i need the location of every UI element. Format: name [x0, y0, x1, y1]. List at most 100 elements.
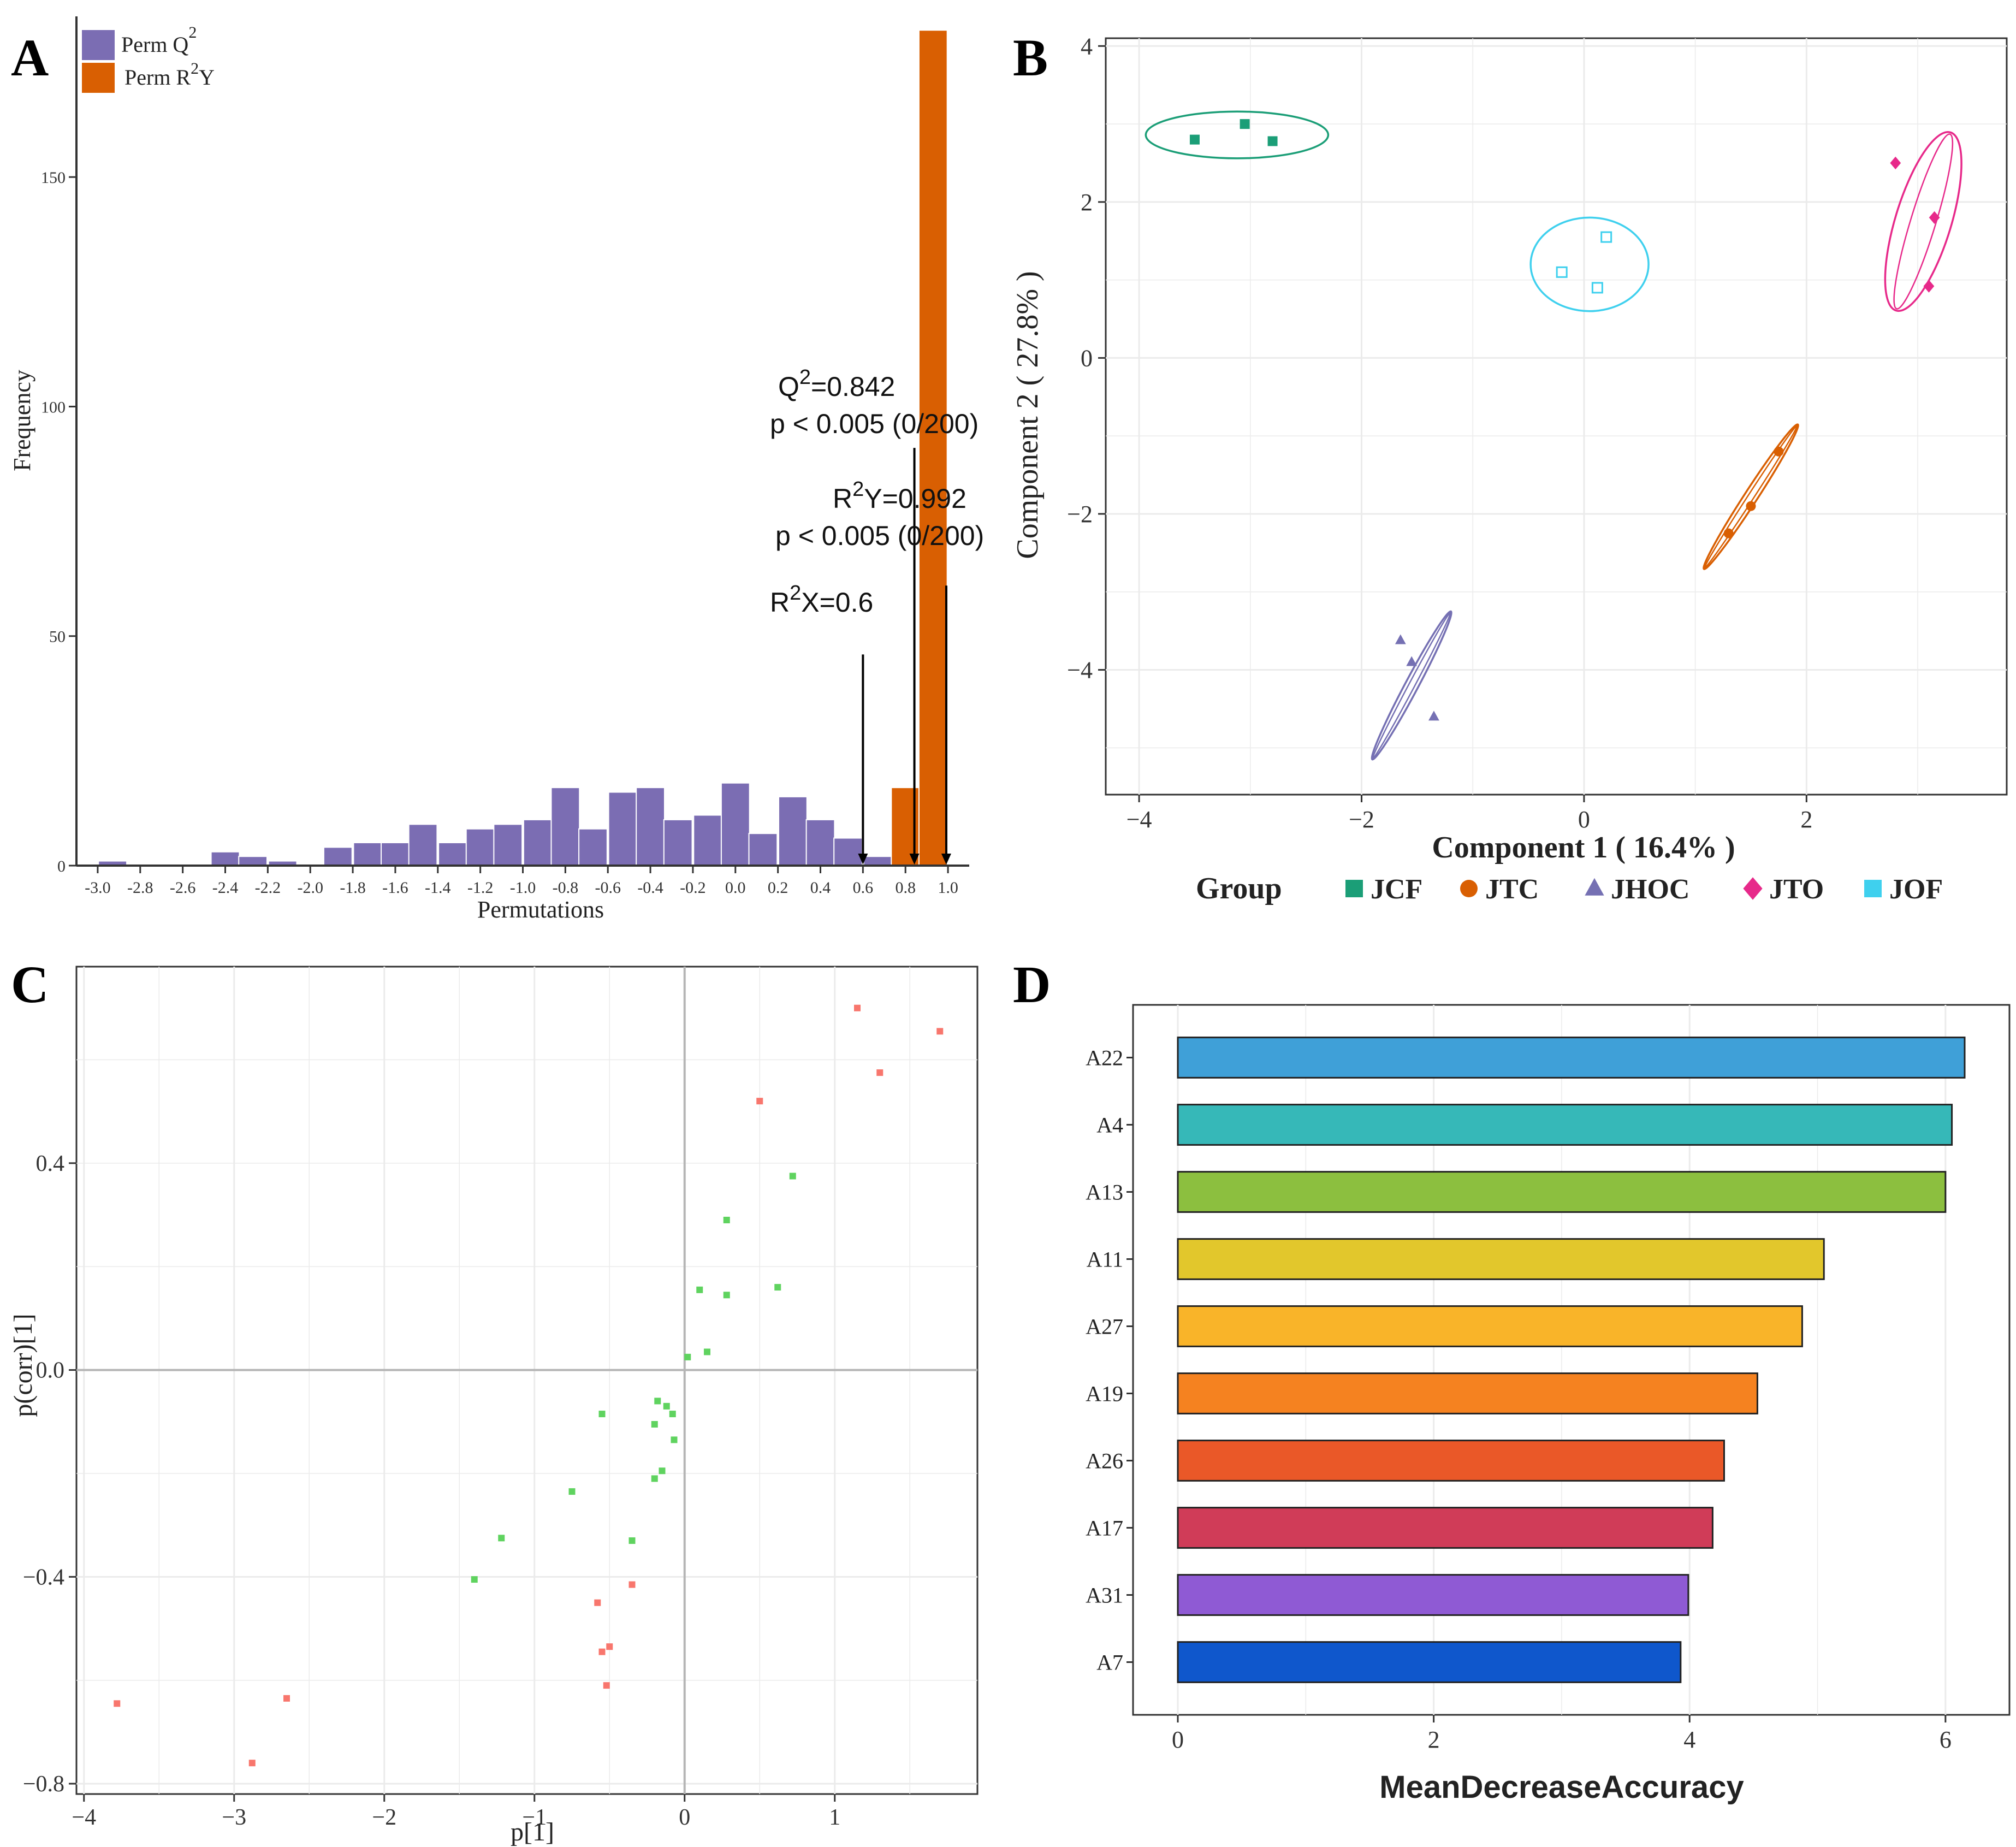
x-tick-label: -2.0: [297, 879, 323, 897]
x-tick-label: 0: [1172, 1726, 1184, 1753]
y-tick-label: 0.4: [36, 1151, 65, 1176]
confidence-ellipse-inner-jhoc: [1372, 612, 1451, 759]
x-tick-label: -2.4: [212, 879, 239, 897]
y-tick-label: −0.4: [23, 1565, 64, 1590]
y-tick-label: 2: [1081, 189, 1093, 216]
panel-b-y-axis-title: Component 2 ( 27.8% ): [1011, 271, 1045, 559]
panel-b-y-ticks: −4 −2 0 2 4: [1067, 33, 1106, 684]
legend-label-jto: JTO: [1769, 874, 1824, 905]
point-jcf: [1240, 119, 1250, 129]
x-tick-label: -3.0: [85, 879, 111, 897]
point-jcf: [1267, 136, 1278, 146]
histogram-bar-perm-q2: [748, 833, 778, 866]
confidence-ellipse-inner-jto: [1893, 133, 1954, 310]
x-tick-label: -0.6: [595, 879, 621, 897]
y-tick-label: A4: [1096, 1113, 1123, 1138]
importance-bar-a19: [1177, 1372, 1758, 1414]
x-tick-label: -1.6: [382, 879, 408, 897]
histogram-bar-perm-q2: [833, 837, 863, 867]
point-jto: [1929, 211, 1940, 224]
point-red: [854, 1004, 861, 1011]
annotation-text: Q2=0.842: [778, 366, 895, 402]
panel-c-x-ticks: −4 −3 −2 −1 0 1: [72, 1794, 840, 1830]
point-green: [568, 1488, 576, 1495]
x-tick-label: −2: [1349, 806, 1374, 833]
histogram-bar-perm-q2: [523, 819, 553, 866]
panel-b-plot-area: [1105, 37, 2008, 796]
histogram-bar-perm-q2: [805, 819, 835, 866]
point-green: [654, 1398, 661, 1405]
panel-c-y-ticks: −0.8 −0.4 0.0 0.4: [23, 1151, 76, 1797]
panel-a-plot-area: [76, 16, 969, 866]
histogram-bar-perm-q2: [720, 782, 750, 867]
x-tick-label: 0: [679, 1805, 690, 1830]
annotation-arrow-head: [858, 854, 868, 865]
panel-b-points: [1189, 119, 1940, 721]
panel-a-legend: Perm Q2 Perm R2Y: [82, 23, 215, 93]
legend-key-jhoc: [1585, 878, 1604, 896]
y-tick-label: A19: [1086, 1382, 1123, 1406]
panel-c-letter: C: [11, 955, 49, 1014]
legend-key-jto: [1743, 877, 1763, 900]
x-tick-label: -1.8: [340, 879, 366, 897]
y-tick-label: A27: [1086, 1315, 1123, 1339]
x-tick-label: 2: [1428, 1726, 1440, 1753]
y-tick-label: 0: [1081, 345, 1093, 371]
legend-key-jcf: [1345, 880, 1363, 897]
panel-c-zero-lines: [76, 967, 977, 1794]
x-tick-label: -2.2: [255, 879, 281, 897]
point-green: [704, 1348, 710, 1355]
annotation-text: R2X=0.6: [770, 582, 873, 618]
x-tick-label: 4: [1683, 1726, 1695, 1753]
histogram-bar-perm-q2: [693, 814, 723, 866]
x-tick-label: -0.4: [637, 879, 663, 897]
y-tick-label: 0.0: [36, 1358, 65, 1383]
panel-a-annotations: Q2=0.842 p < 0.005 (0/200) R2Y=0.992 p < 0.…: [770, 366, 984, 865]
x-tick-label: -2.8: [127, 879, 153, 897]
point-green: [628, 1537, 636, 1544]
x-tick-label: -0.8: [553, 879, 579, 897]
panel-a-permutation-histogram: A Q2=0.842 p < 0.005 (0/200) R2Y=0.992 p < …: [9, 16, 984, 923]
panel-d-y-ticks: A22 A4 A13 A11 A27 A19 A26 A17 A31 A7: [1086, 1046, 1133, 1675]
panel-b-legend: Group JCF JTC JHOC JTO JOF: [1196, 872, 1943, 905]
histogram-bar-perm-q2: [663, 819, 693, 866]
point-green: [684, 1353, 691, 1360]
histogram-bar-perm-q2: [550, 787, 580, 867]
legend-label-perm-r2y: Perm R2Y: [124, 60, 215, 90]
point-red: [756, 1098, 763, 1105]
y-tick-label: −2: [1067, 501, 1093, 528]
importance-bar-a7: [1177, 1641, 1682, 1683]
x-tick-label: -0.2: [680, 879, 706, 897]
panel-b-x-axis-title: Component 1 ( 16.4% ): [1432, 831, 1735, 865]
x-tick-label: 2: [1800, 806, 1812, 833]
x-tick-label: −2: [372, 1805, 396, 1830]
histogram-bar-perm-q2: [636, 787, 665, 867]
panel-d-importance-bars: D A22 A4 A13 A11 A27 A19 A26 A17 A31 A7 0 2 4 6 Mean…: [1013, 955, 2011, 1805]
panel-c-plot-area: [75, 966, 979, 1795]
confidence-ellipse-inner-jtc: [1704, 425, 1798, 569]
histogram-bar-perm-q2: [381, 842, 410, 867]
histogram-bar-perm-q2: [608, 791, 638, 867]
point-green: [723, 1292, 730, 1299]
point-red: [598, 1648, 606, 1655]
panel-c-s-plot: C −4 −3 −2 −1 0 1 −0.8 −0.4 0.0 0.4 p[1] p(corr)…: [9, 955, 979, 1846]
histogram-bar-perm-q2: [578, 828, 608, 866]
point-jof: [1591, 282, 1603, 294]
histogram-bar-perm-q2: [465, 828, 495, 866]
point-green: [598, 1411, 606, 1418]
point-red: [606, 1643, 613, 1650]
point-red: [248, 1760, 256, 1767]
legend-key-jof: [1864, 880, 1882, 897]
importance-bar-a4: [1177, 1104, 1953, 1146]
confidence-ellipse-jof: [1529, 216, 1650, 312]
point-green: [498, 1535, 505, 1542]
panel-c-y-axis-title: p(corr)[1]: [9, 1313, 38, 1417]
importance-bar-a22: [1177, 1037, 1966, 1079]
point-green: [669, 1411, 676, 1418]
panel-b-x-ticks: −4 −2 0 2: [1126, 795, 1812, 833]
x-tick-label: 0: [1578, 806, 1590, 833]
x-tick-label: −4: [1126, 806, 1152, 833]
x-tick-label: 0.4: [810, 879, 831, 897]
point-red: [283, 1695, 290, 1702]
